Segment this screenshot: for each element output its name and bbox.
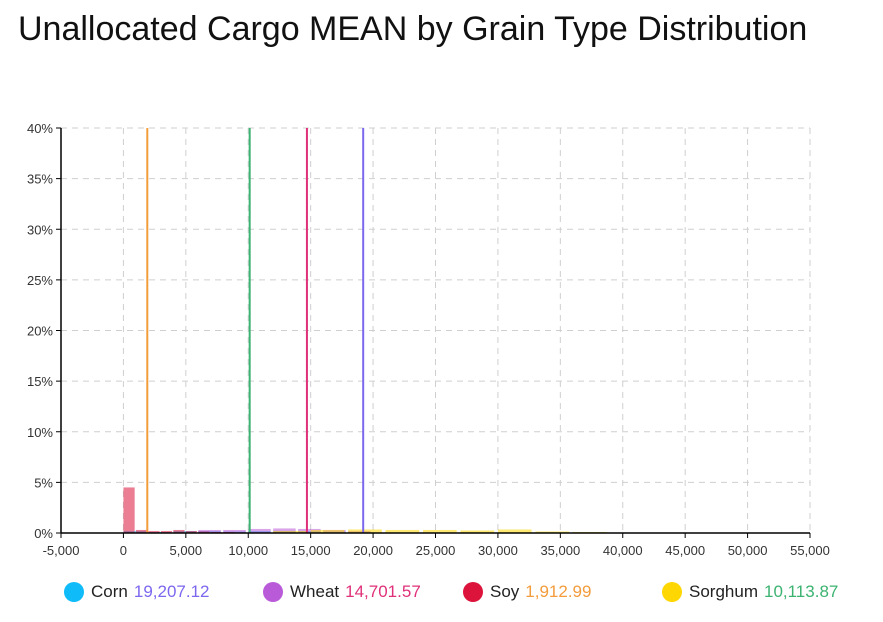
legend-mean-value: 1,912.99: [525, 582, 592, 601]
histogram-bar-soy: [185, 530, 198, 533]
legend-mean-value: 14,701.57: [345, 582, 421, 601]
histogram-bar-sorghum: [460, 530, 495, 533]
legend-mean-value: 10,113.87: [763, 582, 839, 601]
y-tick-label: 15%: [27, 374, 53, 389]
histogram-bar-wheat: [248, 528, 271, 533]
histogram-bar-sorghum: [497, 529, 532, 533]
chart-title: Unallocated Cargo MEAN by Grain Type Dis…: [18, 10, 808, 48]
x-tick-label: 20,000: [353, 543, 393, 558]
legend-dot-icon: [263, 582, 283, 602]
histogram-bar-wheat: [223, 529, 246, 533]
x-tick-label: 35,000: [540, 543, 580, 558]
legend-item-sorghum[interactable]: Sorghum 10,113.87: [662, 582, 838, 602]
legend-item-soy[interactable]: Soy 1,912.99: [463, 582, 591, 602]
legend-item-wheat[interactable]: Wheat 14,701.57: [263, 582, 421, 602]
legend-series-name: Corn: [91, 582, 128, 601]
legend-dot-icon: [463, 582, 483, 602]
y-tick-label: 20%: [27, 324, 53, 339]
x-tick-label: 55,000: [790, 543, 830, 558]
y-tick-label: 35%: [27, 172, 53, 187]
legend-series-name: Sorghum: [689, 582, 758, 601]
histogram-bar-wheat: [273, 528, 296, 533]
legend-dot-icon: [662, 582, 682, 602]
legend-mean-value: 19,207.12: [133, 582, 210, 601]
x-tick-label: 5,000: [170, 543, 203, 558]
x-tick-label: -5,000: [43, 543, 80, 558]
histogram-bar-soy: [160, 530, 173, 533]
x-tick-label: 15,000: [291, 543, 331, 558]
mean-lines: [146, 128, 365, 533]
y-tick-label: 10%: [27, 425, 53, 440]
histogram-bar-sorghum: [273, 530, 307, 533]
x-tick-label: 45,000: [665, 543, 705, 558]
histogram-bar-wheat: [298, 528, 321, 533]
x-tick-label: 50,000: [728, 543, 768, 558]
legend-item-corn[interactable]: Corn 19,207.12: [64, 582, 210, 602]
y-tick-label: 5%: [34, 475, 53, 490]
histogram-bar-soy: [173, 529, 185, 533]
grid-lines: [61, 127, 811, 533]
x-tick-label: 30,000: [478, 543, 518, 558]
y-tick-label: 40%: [27, 121, 53, 136]
histogram-bar-soy: [198, 531, 210, 533]
legend-series-name: Soy: [490, 582, 520, 601]
x-tick-label: 40,000: [603, 543, 643, 558]
histogram-bar-sorghum: [310, 529, 345, 533]
histogram-bar-sorghum: [535, 531, 570, 533]
histogram-bar-sorghum: [348, 529, 382, 533]
legend-series-name: Wheat: [290, 582, 340, 601]
y-tick-labels: 0% 5% 10% 15% 20% 25% 30% 35% 40%: [27, 121, 61, 541]
x-tick-label: 25,000: [416, 543, 456, 558]
histogram-bar-sorghum: [423, 529, 457, 533]
histogram-bars: [123, 487, 607, 533]
y-tick-label: 0%: [34, 526, 53, 541]
histogram-bar-soy: [135, 529, 148, 533]
histogram-bar-sorghum: [385, 529, 420, 533]
histogram-bar-soy: [148, 530, 160, 533]
x-tick-label: 10,000: [228, 543, 268, 558]
legend: Corn 19,207.12 Wheat 14,701.57 Soy 1,912.99 So…: [0, 582, 883, 608]
y-tick-label: 30%: [27, 222, 53, 237]
legend-dot-icon: [64, 582, 84, 602]
x-tick-label: 0: [120, 543, 127, 558]
chart-canvas: 0% 5% 10% 15% 20% 25% 30% 35% 40% -5,000 0 5,000 10…: [27, 121, 830, 558]
histogram-bar-soy: [123, 487, 135, 533]
y-tick-label: 25%: [27, 273, 53, 288]
x-tick-labels: -5,000 0 5,000 10,000 15,000 20,000 25,000 30,0…: [43, 533, 830, 558]
